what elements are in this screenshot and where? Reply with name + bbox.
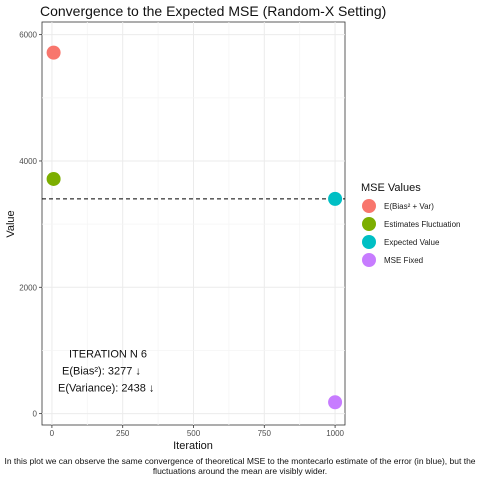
legend-key <box>362 235 376 249</box>
legend-key <box>362 199 376 213</box>
y-tick-label: 2000 <box>19 283 37 292</box>
data-point <box>328 395 343 410</box>
legend-key <box>362 217 376 231</box>
legend-label: E(Bias² + Var) <box>384 202 434 211</box>
legend-title: MSE Values <box>361 182 421 194</box>
y-tick-label: 0 <box>33 410 38 419</box>
legend-key <box>362 253 376 267</box>
x-tick-label: 1000 <box>326 429 344 438</box>
grid-lines <box>42 22 345 425</box>
x-tick-label: 750 <box>258 429 272 438</box>
x-axis: 0 250 500 750 1000 <box>50 425 345 438</box>
annotation-text: E(Bias²): 3277 ↓ <box>62 366 141 378</box>
legend: MSE Values E(Bias² + Var) Estimates Fluct… <box>361 182 460 267</box>
data-points <box>46 45 343 410</box>
data-point <box>328 191 343 206</box>
annotation-text: ITERATION N 6 <box>69 349 147 361</box>
legend-label: Expected Value <box>384 238 440 247</box>
legend-label: Estimates Fluctuation <box>384 220 460 229</box>
y-axis: 0 2000 4000 6000 <box>19 31 42 419</box>
legend-label: MSE Fixed <box>384 256 423 265</box>
x-axis-title: Iteration <box>173 440 213 452</box>
x-tick-label: 250 <box>116 429 130 438</box>
y-axis-title: Value <box>5 210 17 237</box>
x-tick-label: 0 <box>50 429 55 438</box>
figure-caption: In this plot we can observe the same con… <box>4 456 476 476</box>
data-point <box>46 45 61 60</box>
x-tick-label: 500 <box>187 429 201 438</box>
data-point <box>46 171 61 186</box>
annotations: ITERATION N 6 E(Bias²): 3277 ↓ E(Variance)… <box>58 349 154 395</box>
annotation-text: E(Variance): 2438 ↓ <box>58 383 154 395</box>
plot-panel: ITERATION N 6 E(Bias²): 3277 ↓ E(Variance)… <box>41 21 346 426</box>
chart-title: Convergence to the Expected MSE (Random-… <box>40 3 386 19</box>
y-tick-label: 6000 <box>19 31 37 40</box>
y-tick-label: 4000 <box>19 157 37 166</box>
